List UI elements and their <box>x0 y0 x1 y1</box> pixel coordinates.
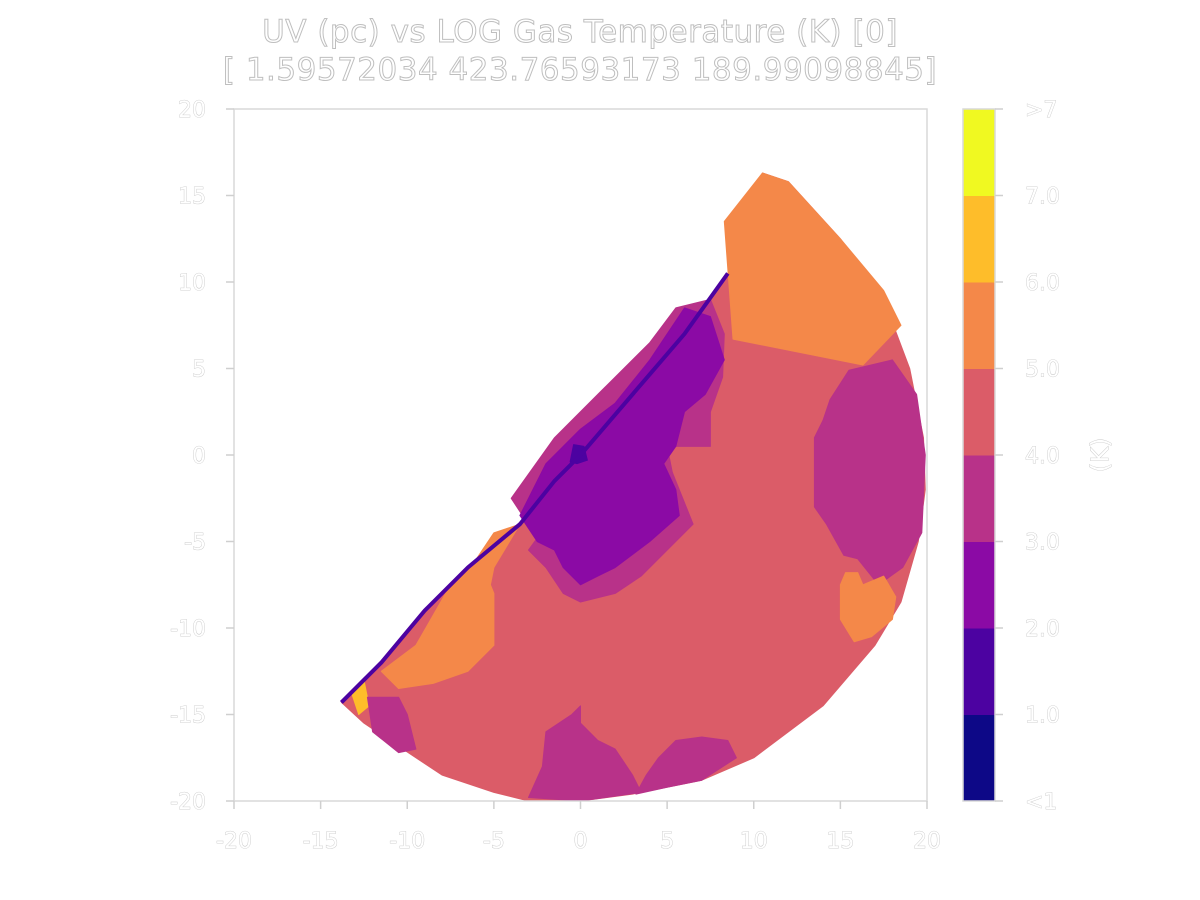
colorbar-tick-label: 7.0 <box>1025 185 1060 210</box>
colorbar-bin <box>963 368 995 456</box>
heatmap-region-3 <box>839 572 897 643</box>
y-tick-label: 0 <box>192 444 206 469</box>
heatmap-region-5 <box>519 307 725 586</box>
heatmap-region-2 <box>813 359 926 586</box>
x-tick-label: 0 <box>574 829 588 854</box>
chart-title: UV (pc) vs LOG Gas Temperature (K) [0] <box>262 14 898 51</box>
y-tick-label: 10 <box>178 271 206 296</box>
region-edge <box>339 272 730 704</box>
heatmap-region-11 <box>635 736 737 795</box>
colorbar-bin <box>963 282 995 369</box>
colorbar-bin <box>963 455 995 542</box>
heatmap-region-1 <box>723 172 902 366</box>
x-tick-label: 10 <box>740 829 768 854</box>
y-tick-label: -20 <box>170 790 206 815</box>
colorbar-tick-label: >7 <box>1025 98 1057 123</box>
colorbar-label: (K) <box>1086 438 1114 472</box>
heatmap-region-9 <box>366 696 417 754</box>
y-tick-label: 15 <box>178 185 206 210</box>
colorbar-tick-label: 4.0 <box>1025 444 1060 469</box>
x-tick-label: -20 <box>216 829 252 854</box>
x-tick-label: -5 <box>483 829 505 854</box>
heatmap-regions <box>339 172 926 802</box>
colorbar-tick-label: 3.0 <box>1025 531 1060 556</box>
colorbar-tick-label: <1 <box>1025 790 1057 815</box>
y-tick-label: 5 <box>192 358 206 383</box>
x-tick-label: -10 <box>389 829 425 854</box>
x-tick-label: 15 <box>826 829 854 854</box>
colorbar-tick-label: 6.0 <box>1025 271 1060 296</box>
y-tick-label: -10 <box>170 617 206 642</box>
colorbar-bin <box>963 195 995 283</box>
y-tick-label: 20 <box>178 98 206 123</box>
colorbar-bin <box>963 628 995 715</box>
heatmap-region-7 <box>380 523 521 689</box>
axis-ticks: -20 -15 -10 -5 0 5 10 15 20 20 15 10 5 0 -5 -10 -15 -20 <box>170 98 942 855</box>
heatmap-region-10 <box>528 705 642 802</box>
y-tick-label: -5 <box>184 531 206 556</box>
x-tick-label: 20 <box>913 829 941 854</box>
colorbar-tick-label: 5.0 <box>1025 358 1060 383</box>
chart-subtitle: [ 1.59572034 423.76593173 189.99098845] <box>222 52 938 89</box>
colorbar-bin <box>963 109 995 196</box>
colorbar-bin <box>963 541 995 629</box>
colorbar: >7 7.0 6.0 5.0 4.0 3.0 2.0 1.0 <1 <box>962 98 1060 815</box>
colorbar-tick-label: 1.0 <box>1025 704 1060 729</box>
x-tick-label: 5 <box>660 829 674 854</box>
x-tick-label: -15 <box>303 829 339 854</box>
y-tick-label: -15 <box>170 704 206 729</box>
colorbar-bin <box>963 714 995 802</box>
colorbar-tick-label: 2.0 <box>1025 617 1060 642</box>
